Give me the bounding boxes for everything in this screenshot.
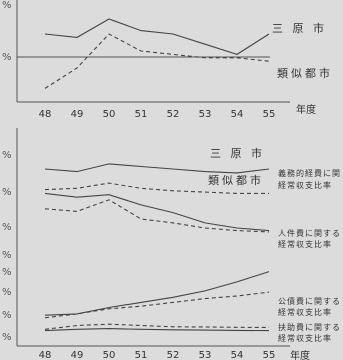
top-y-unit-label: % xyxy=(2,52,12,63)
annotation-fujohi-line2: 経常収支比率 xyxy=(278,333,332,343)
bottom-series-line-0-mihara xyxy=(44,163,270,174)
annotation-gimuteki-line2: 経常収支比率 xyxy=(278,180,332,190)
bottom-series-line-6-mihara xyxy=(44,328,270,332)
bottom-x-tick-label: 52 xyxy=(167,350,180,360)
bottom-x-tick-label: 49 xyxy=(71,350,84,360)
bottom-series-line-7-similar xyxy=(44,323,270,330)
top-series-line-0-mihara xyxy=(44,18,270,56)
top-x-tick-label: 49 xyxy=(71,109,84,120)
top-xaxis-unit: 年度 xyxy=(296,103,316,116)
bottom-y-unit-label: % xyxy=(2,267,12,278)
top-chart: %% 48 49 50 51 52 53 54 55 三 原 市 類似都市 年度 xyxy=(2,0,333,120)
bottom-x-tick-label: 51 xyxy=(135,350,148,360)
annotation-gimuteki-line1: 義務的経費に関 xyxy=(278,168,341,178)
bottom-y-unit-label: % xyxy=(2,332,12,343)
annotation-jinkenhi-line1: 人件費に関する xyxy=(278,228,341,238)
bottom-x-tick-label: 55 xyxy=(263,350,276,360)
bottom-y-unit-label: % xyxy=(2,287,12,298)
top-x-tick-label: 53 xyxy=(199,109,212,120)
top-x-tick-label: 55 xyxy=(263,109,276,120)
top-x-tick-label: 50 xyxy=(103,109,116,120)
annotation-kosaihi-line1: 公債費に関する xyxy=(278,296,341,306)
bottom-x-tick-label: 53 xyxy=(199,350,212,360)
bottom-y-unit-label: % xyxy=(2,187,12,198)
top-y-unit-label: % xyxy=(2,0,12,11)
top-series-line-1-similar xyxy=(44,33,270,89)
top-label-similar: 類似都市 xyxy=(277,66,333,80)
top-x-tick-label: 54 xyxy=(231,109,244,120)
bottom-y-unit-label: % xyxy=(2,150,12,161)
bottom-y-unit-label: % xyxy=(2,222,12,233)
bottom-x-tick-label: 48 xyxy=(39,350,52,360)
bottom-y-unit-label: % xyxy=(2,250,12,261)
bottom-series-line-4-mihara xyxy=(44,271,270,316)
bottom-label-city: 三 原 市 xyxy=(210,146,265,160)
bottom-y-unit-label: % xyxy=(2,310,12,321)
bottom-chart: %%%%%%%% 48 49 50 51 52 53 54 55 三 原 市 類似都市 義務的… xyxy=(2,128,341,360)
bottom-series-line-2-mihara xyxy=(44,192,270,232)
bottom-series-line-3-similar xyxy=(44,199,270,233)
bottom-series-line-5-similar xyxy=(44,291,270,319)
annotation-jinkenhi-line2: 経常収支比率 xyxy=(278,239,332,249)
bottom-x-tick-label: 50 xyxy=(103,350,116,360)
annotation-fujohi-line1: 扶助費に関する xyxy=(278,322,341,332)
bottom-xaxis-unit: 年度 xyxy=(290,349,310,360)
top-x-tick-label: 51 xyxy=(135,109,148,120)
top-x-tick-label: 48 xyxy=(39,109,52,120)
bottom-x-tick-label: 54 xyxy=(231,350,244,360)
annotation-kosaihi-line2: 経常収支比率 xyxy=(278,307,332,317)
top-label-city: 三 原 市 xyxy=(272,21,327,35)
bottom-series-line-1-similar xyxy=(44,182,269,194)
bottom-label-similar: 類似都市 xyxy=(208,173,264,187)
top-x-tick-label: 52 xyxy=(167,109,180,120)
